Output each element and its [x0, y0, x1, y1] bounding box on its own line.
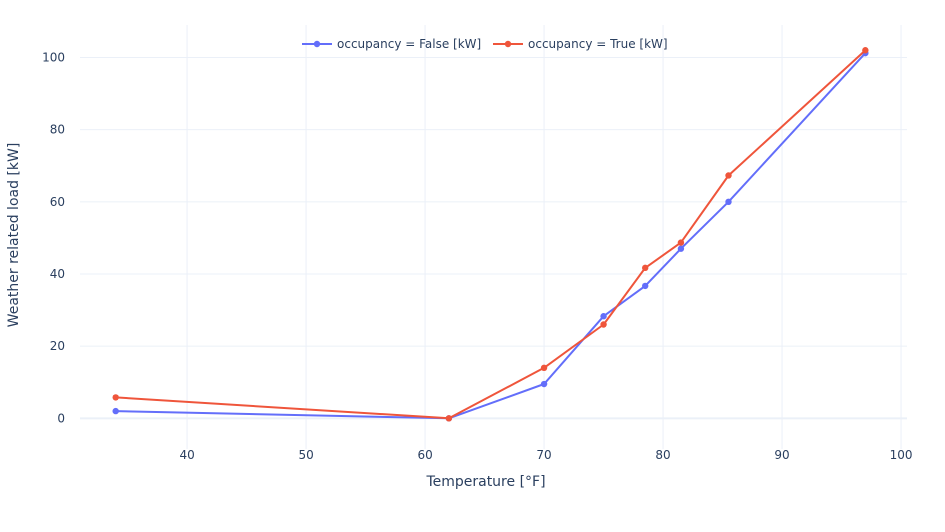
- x-tick-label: 50: [298, 448, 313, 462]
- legend-marker: [504, 40, 512, 48]
- x-tick-label: 90: [774, 448, 789, 462]
- y-tick-label: 0: [57, 411, 65, 425]
- legend-item-1[interactable]: occupancy = True [kW]: [493, 37, 668, 51]
- y-axis-title: Weather related load [kW]: [6, 143, 22, 328]
- y-axis-ticks: 0 20 40 60 80 100: [42, 50, 65, 425]
- data-point[interactable]: [445, 415, 453, 422]
- data-point[interactable]: [540, 380, 548, 388]
- x-tick-label: 100: [890, 448, 913, 462]
- data-point[interactable]: [112, 394, 119, 401]
- series-layer: [112, 47, 869, 422]
- legend-label: occupancy = False [kW]: [337, 37, 481, 51]
- data-point[interactable]: [600, 321, 607, 328]
- legend-marker: [313, 40, 321, 48]
- grid: [80, 25, 907, 449]
- series-line: [115, 52, 867, 420]
- data-point[interactable]: [642, 282, 649, 290]
- y-tick-label: 20: [50, 339, 65, 353]
- x-tick-label: 40: [179, 448, 194, 462]
- data-point[interactable]: [677, 239, 685, 246]
- x-tick-label: 80: [655, 448, 670, 462]
- x-axis-title: Temperature [°F]: [425, 474, 545, 490]
- data-point[interactable]: [862, 47, 869, 54]
- y-tick-label: 100: [42, 50, 65, 64]
- series-line: [115, 49, 867, 420]
- data-point[interactable]: [112, 407, 119, 415]
- y-tick-label: 80: [50, 123, 65, 137]
- data-point[interactable]: [677, 245, 685, 252]
- series-1: [112, 47, 869, 422]
- x-tick-label: 60: [417, 448, 432, 462]
- data-point[interactable]: [725, 198, 732, 206]
- y-tick-label: 40: [50, 267, 65, 281]
- data-point[interactable]: [642, 264, 649, 272]
- data-point[interactable]: [540, 364, 548, 372]
- series-0: [112, 49, 869, 422]
- y-tick-label: 60: [50, 195, 65, 209]
- legend-label: occupancy = True [kW]: [528, 37, 668, 51]
- data-point[interactable]: [600, 313, 607, 320]
- x-axis-ticks: 40 50 60 70 80 90 100: [179, 448, 912, 462]
- legend[interactable]: occupancy = False [kW] occupancy = True […: [302, 37, 668, 51]
- x-tick-label: 70: [536, 448, 551, 462]
- legend-item-0[interactable]: occupancy = False [kW]: [302, 37, 481, 51]
- data-point[interactable]: [725, 172, 732, 179]
